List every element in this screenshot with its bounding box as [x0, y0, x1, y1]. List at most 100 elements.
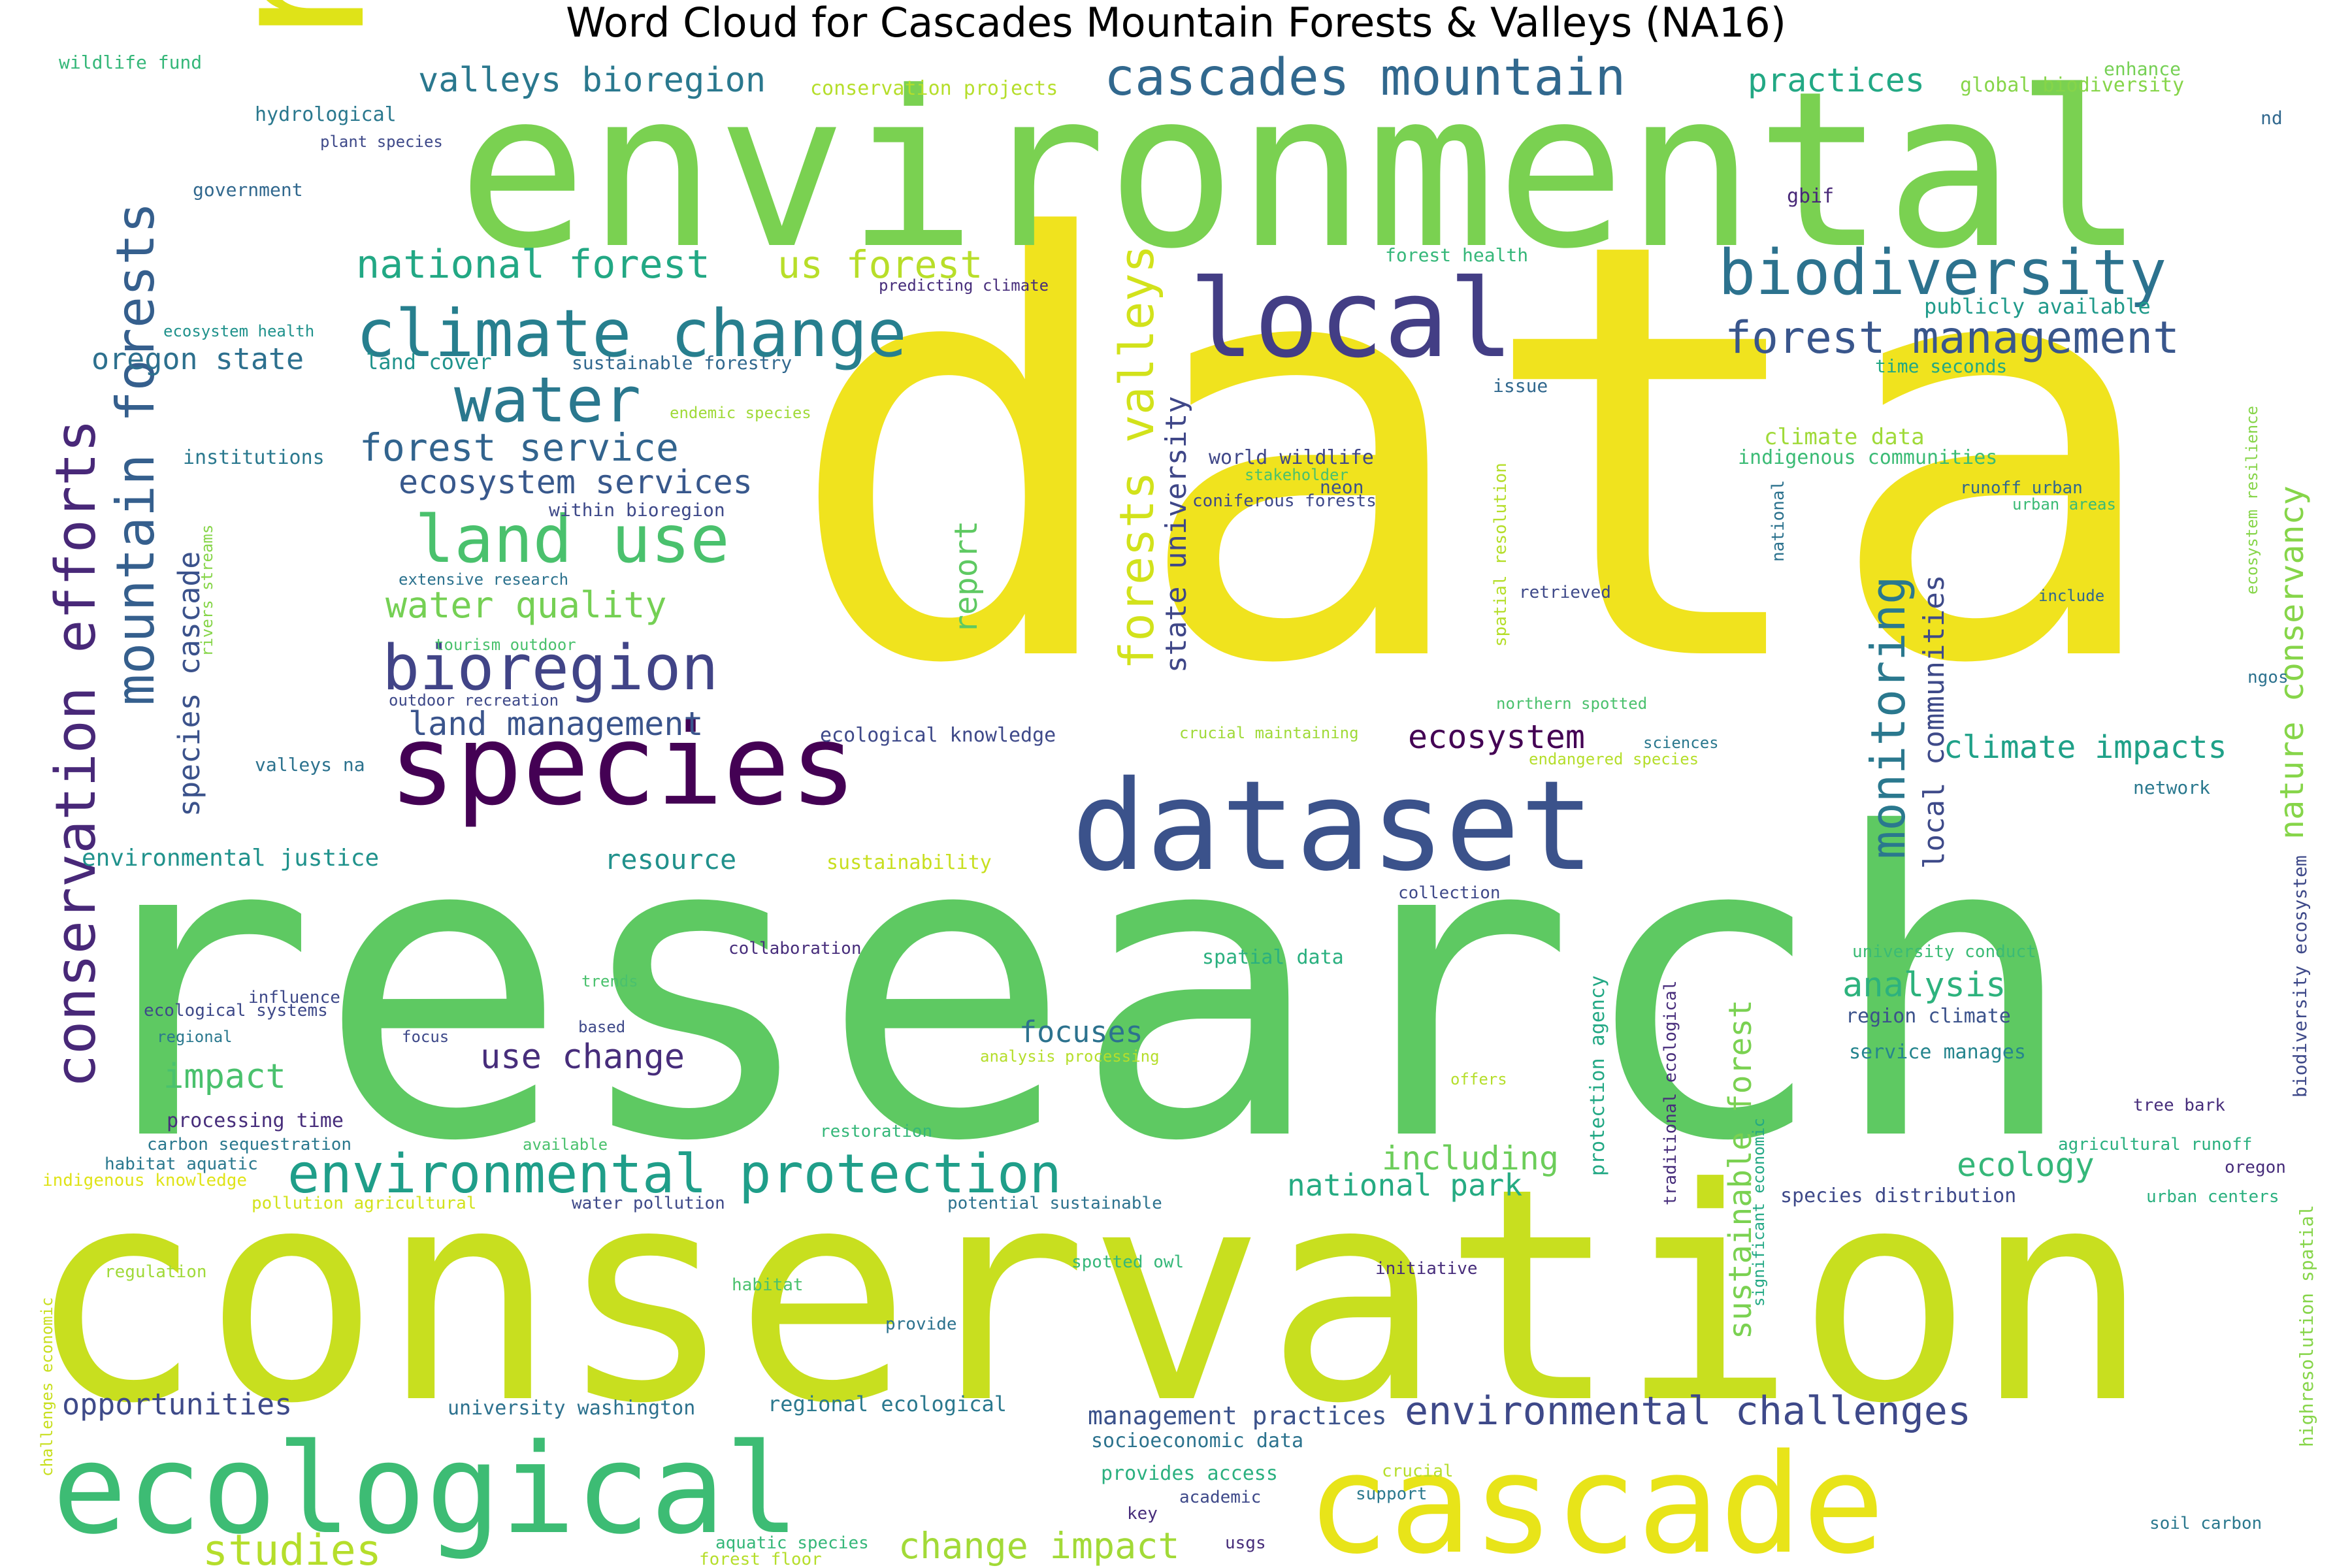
cloud-word: collection — [1398, 883, 1501, 903]
cloud-word: environmental challenges — [1405, 1388, 1971, 1434]
cloud-word: environmental — [457, 45, 2145, 296]
cloud-word: regional — [157, 1028, 233, 1046]
cloud-word: stakeholder — [1245, 466, 1348, 484]
cloud-word: pollution agricultural — [252, 1194, 476, 1213]
cloud-word: cascade — [1307, 1424, 1885, 1568]
cloud-word: coniferous forests — [1192, 491, 1377, 511]
cloud-word: cascades mountain — [1104, 48, 1625, 107]
cloud-word: oregon — [2225, 1158, 2286, 1177]
cloud-word: focuses — [1019, 1015, 1143, 1049]
cloud-word: publicly available — [1924, 294, 2151, 319]
cloud-word: ecological — [52, 1417, 800, 1561]
cloud-word: valleys bioregion — [418, 61, 766, 100]
cloud-word: university washington — [448, 1397, 695, 1420]
cloud-word: endemic species — [670, 404, 811, 422]
cloud-word: including — [1382, 1139, 1559, 1177]
cloud-word: agricultural runoff — [2058, 1135, 2252, 1154]
cloud-word: conservation — [26, 1126, 2150, 1468]
cloud-word: habitat aquatic — [105, 1154, 258, 1174]
cloud-word: region — [188, 0, 408, 59]
cloud-word: available — [523, 1135, 608, 1154]
cloud-word: ecological knowledge — [820, 724, 1056, 747]
cloud-word: water — [454, 365, 641, 436]
cloud-word: data — [784, 120, 2168, 789]
cloud-word: focus — [402, 1028, 449, 1046]
cloud-word: include — [2038, 587, 2104, 605]
cloud-word: spotted owl — [1071, 1252, 1184, 1272]
cloud-word: state university — [1160, 396, 1193, 673]
cloud-word: issue — [1493, 375, 1548, 397]
cloud-word: spatial resolution — [1491, 463, 1511, 647]
cloud-word: indigenous knowledge — [42, 1171, 247, 1190]
cloud-word: local — [1189, 256, 1514, 382]
cloud-word: valleys na — [255, 754, 365, 776]
cloud-word: forest management — [1725, 312, 2180, 364]
cloud-word: runoff urban — [1960, 478, 2083, 498]
cloud-word: traditional ecological — [1661, 981, 1680, 1205]
cloud-word: climate change — [356, 295, 907, 372]
cloud-word: bioregion — [382, 632, 719, 704]
cloud-word: hydrological — [255, 103, 397, 126]
cloud-word: urban centers — [2146, 1187, 2279, 1207]
cloud-word: opportunities — [62, 1387, 292, 1422]
cloud-word: time seconds — [1875, 355, 2007, 377]
cloud-word: regional ecological — [768, 1392, 1007, 1416]
cloud-word: soil carbon — [2149, 1514, 2262, 1533]
cloud-word: analysis processing — [980, 1047, 1160, 1066]
cloud-word: biodiversity — [1718, 237, 2166, 309]
cloud-word: highresolution spatial — [2296, 1205, 2317, 1447]
cloud-word: northern spotted — [1496, 694, 1647, 713]
cloud-word: aquatic species — [715, 1533, 869, 1553]
cloud-word: processing time — [167, 1109, 344, 1132]
cloud-word: management practices — [1088, 1401, 1387, 1430]
cloud-word: forest service — [359, 425, 679, 470]
cloud-word: provides access — [1101, 1462, 1278, 1485]
cloud-word: network — [2133, 777, 2210, 798]
cloud-word: nature conservancy — [2273, 485, 2311, 840]
cloud-word: provide — [885, 1315, 957, 1334]
cloud-word: crucial — [1382, 1462, 1454, 1481]
cloud-word: us forest — [777, 242, 983, 287]
cloud-word: mountain forests — [105, 202, 166, 706]
cloud-word: impact — [163, 1057, 286, 1096]
cloud-word: significant economic — [1750, 1118, 1768, 1307]
cloud-word: environmental justice — [82, 845, 379, 872]
cloud-word: national park — [1287, 1168, 1522, 1203]
cloud-word: tourism outdoor — [434, 636, 576, 654]
cloud-word: restoration — [820, 1122, 932, 1141]
cloud-word: gbif — [1787, 185, 1834, 208]
cloud-word: ecology — [1957, 1146, 2095, 1184]
cloud-word: monitoring — [1861, 576, 1916, 859]
cloud-word: rivers streams — [198, 525, 216, 657]
cloud-word: sustainable forestry — [572, 352, 792, 374]
cloud-word: forest floor — [699, 1550, 822, 1568]
cloud-word: potential sustainable — [947, 1194, 1162, 1213]
cloud-word: neon — [1320, 476, 1364, 498]
cloud-word: land use — [415, 501, 730, 578]
cloud-word: national — [1769, 480, 1788, 562]
cloud-word: predicting climate — [879, 276, 1049, 295]
cloud-word: species distribution — [1780, 1184, 2016, 1207]
cloud-word: trends — [581, 972, 638, 990]
cloud-word: practices — [1748, 61, 1925, 99]
cloud-word: national forest — [356, 242, 710, 287]
cloud-word: habitat — [732, 1275, 804, 1295]
cloud-word: regulation — [105, 1262, 207, 1282]
cloud-word: wildlife fund — [59, 52, 202, 73]
cloud-word: resource — [604, 843, 736, 875]
cloud-word: carbon sequestration — [147, 1135, 351, 1154]
cloud-word: indigenous communities — [1738, 446, 1997, 469]
cloud-word: research — [65, 745, 2080, 1232]
cloud-word: species — [389, 701, 857, 830]
cloud-word: offers — [1450, 1070, 1507, 1088]
cloud-word: ngos — [2247, 668, 2289, 687]
cloud-word: climate impacts — [1944, 729, 2227, 766]
cloud-word: plant species — [320, 133, 443, 151]
cloud-word: based — [578, 1018, 625, 1036]
cloud-word: university conduct — [1852, 942, 2036, 962]
cloud-word: academic — [1179, 1488, 1261, 1507]
cloud-word: nd — [2261, 107, 2283, 129]
cloud-word: studies — [203, 1526, 382, 1568]
cloud-word: forest health — [1385, 244, 1528, 266]
